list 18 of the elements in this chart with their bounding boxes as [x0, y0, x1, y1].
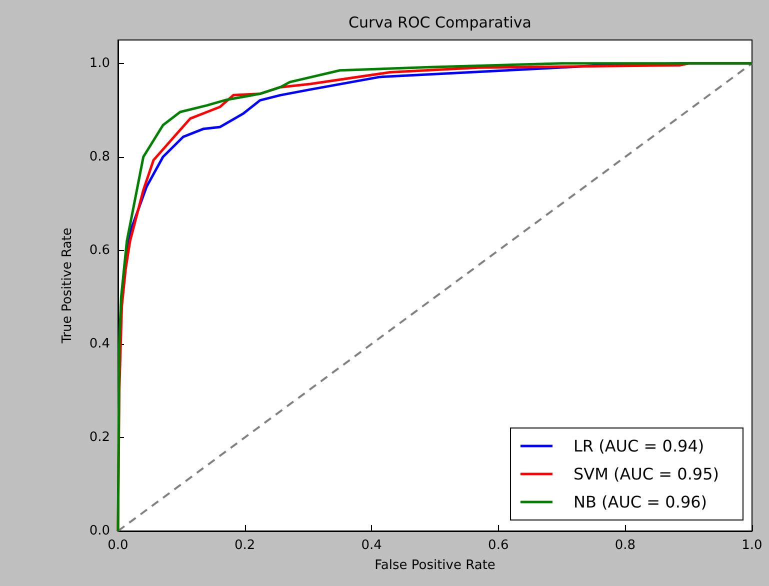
legend-label: SVM (AUC = 0.95): [573, 464, 720, 484]
chart-title: Curva ROC Comparativa: [348, 14, 532, 32]
legend-label: LR (AUC = 0.94): [573, 436, 704, 456]
x-axis-title: False Positive Rate: [374, 558, 496, 573]
y-tick-label: 0.2: [89, 430, 110, 445]
y-tick-label: 0.4: [89, 336, 110, 352]
y-tick-label: 0.8: [89, 149, 110, 164]
y-tick-label: 0.0: [89, 524, 110, 538]
x-tick-label: 0.4: [361, 538, 382, 553]
legend-label: NB (AUC = 0.96): [573, 492, 708, 512]
x-tick-label: 0.0: [108, 538, 128, 553]
x-tick-label: 0.8: [614, 538, 636, 553]
x-tick-label: 0.6: [488, 538, 509, 553]
x-tick-label: 0.2: [234, 538, 256, 553]
y-tick-label: 1.0: [89, 56, 110, 71]
y-axis-title: True Positive Rate: [60, 228, 75, 344]
x-tick-label: 1.0: [742, 538, 762, 553]
y-tick-label: 0.6: [89, 242, 110, 258]
